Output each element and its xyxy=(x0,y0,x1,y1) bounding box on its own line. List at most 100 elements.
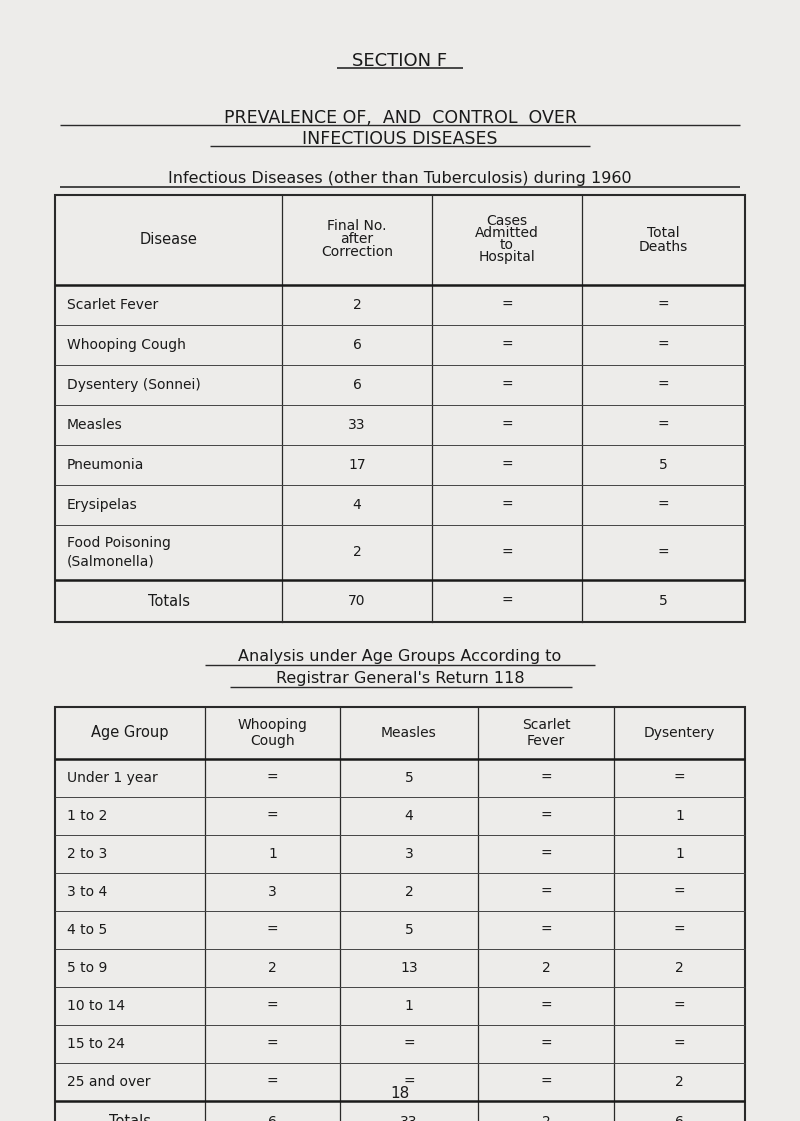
Text: Whooping Cough: Whooping Cough xyxy=(67,339,186,352)
Text: Hospital: Hospital xyxy=(478,250,535,265)
Text: =: = xyxy=(674,1037,686,1051)
Text: =: = xyxy=(266,809,278,823)
Text: Measles: Measles xyxy=(381,726,437,740)
Text: 33: 33 xyxy=(400,1115,418,1121)
Text: to: to xyxy=(500,238,514,252)
Text: 3 to 4: 3 to 4 xyxy=(67,884,107,899)
Text: 2: 2 xyxy=(542,1115,550,1121)
Text: =: = xyxy=(658,378,670,392)
Text: Cough: Cough xyxy=(250,734,295,748)
Text: 70: 70 xyxy=(348,594,366,608)
Text: Total: Total xyxy=(647,226,680,240)
Text: =: = xyxy=(540,923,552,937)
Text: =: = xyxy=(501,498,513,512)
Text: 18: 18 xyxy=(390,1085,410,1101)
Text: 2: 2 xyxy=(353,546,362,559)
Text: Correction: Correction xyxy=(321,245,393,259)
Text: SECTION F: SECTION F xyxy=(353,52,447,70)
Text: 4 to 5: 4 to 5 xyxy=(67,923,107,937)
Text: 25 and over: 25 and over xyxy=(67,1075,150,1088)
Text: =: = xyxy=(674,884,686,899)
Bar xyxy=(55,707,745,1121)
Text: 5: 5 xyxy=(659,458,668,472)
Text: 2: 2 xyxy=(353,298,362,312)
Text: =: = xyxy=(674,923,686,937)
Text: INFECTIOUS DISEASES: INFECTIOUS DISEASES xyxy=(302,130,498,148)
Text: 4: 4 xyxy=(353,498,362,512)
Text: 3: 3 xyxy=(268,884,277,899)
Text: Measles: Measles xyxy=(67,418,122,432)
Text: =: = xyxy=(540,771,552,785)
Text: =: = xyxy=(266,923,278,937)
Text: 6: 6 xyxy=(353,339,362,352)
Text: 6: 6 xyxy=(675,1115,684,1121)
Text: =: = xyxy=(403,1075,415,1088)
Text: =: = xyxy=(540,999,552,1013)
Text: Registrar General's Return 118: Registrar General's Return 118 xyxy=(276,671,524,686)
Text: Pneumonia: Pneumonia xyxy=(67,458,144,472)
Text: 15 to 24: 15 to 24 xyxy=(67,1037,125,1051)
Text: 6: 6 xyxy=(353,378,362,392)
Text: 1: 1 xyxy=(268,847,277,861)
Text: =: = xyxy=(658,498,670,512)
Text: =: = xyxy=(658,418,670,432)
Text: 2: 2 xyxy=(675,1075,684,1088)
Text: =: = xyxy=(501,594,513,608)
Text: =: = xyxy=(266,1075,278,1088)
Text: =: = xyxy=(540,809,552,823)
Text: 1: 1 xyxy=(675,847,684,861)
Text: 2: 2 xyxy=(542,961,550,975)
Text: 1 to 2: 1 to 2 xyxy=(67,809,107,823)
Text: Cases: Cases xyxy=(486,214,527,228)
Text: 4: 4 xyxy=(405,809,414,823)
Text: 17: 17 xyxy=(348,458,366,472)
Text: Totals: Totals xyxy=(147,593,190,609)
Text: 5: 5 xyxy=(405,923,414,937)
Text: 13: 13 xyxy=(400,961,418,975)
Text: =: = xyxy=(540,1037,552,1051)
Text: =: = xyxy=(540,1075,552,1088)
Text: Food Poisoning: Food Poisoning xyxy=(67,537,171,550)
Text: 2: 2 xyxy=(405,884,414,899)
Text: 5: 5 xyxy=(659,594,668,608)
Text: 1: 1 xyxy=(675,809,684,823)
Text: =: = xyxy=(501,298,513,312)
Text: =: = xyxy=(674,771,686,785)
Text: =: = xyxy=(501,378,513,392)
Text: Totals: Totals xyxy=(109,1114,151,1121)
Text: Scarlet Fever: Scarlet Fever xyxy=(67,298,158,312)
Text: Age Group: Age Group xyxy=(91,725,169,741)
Text: =: = xyxy=(658,339,670,352)
Text: 2: 2 xyxy=(675,961,684,975)
Text: =: = xyxy=(501,546,513,559)
Text: Dysentery: Dysentery xyxy=(644,726,715,740)
Text: =: = xyxy=(674,999,686,1013)
Text: =: = xyxy=(266,999,278,1013)
Text: 5 to 9: 5 to 9 xyxy=(67,961,107,975)
Text: Fever: Fever xyxy=(527,734,565,748)
Text: 2 to 3: 2 to 3 xyxy=(67,847,107,861)
Text: =: = xyxy=(266,1037,278,1051)
Text: Final No.: Final No. xyxy=(327,219,386,233)
Text: =: = xyxy=(658,298,670,312)
Text: Disease: Disease xyxy=(139,232,198,248)
Text: Under 1 year: Under 1 year xyxy=(67,771,158,785)
Text: Admitted: Admitted xyxy=(475,226,539,240)
Text: Erysipelas: Erysipelas xyxy=(67,498,138,512)
Text: Scarlet: Scarlet xyxy=(522,717,570,732)
Text: Infectious Diseases (other than Tuberculosis) during 1960: Infectious Diseases (other than Tubercul… xyxy=(168,172,632,186)
Bar xyxy=(55,195,745,622)
Text: after: after xyxy=(341,232,374,245)
Text: 33: 33 xyxy=(348,418,366,432)
Text: 10 to 14: 10 to 14 xyxy=(67,999,125,1013)
Text: Deaths: Deaths xyxy=(639,240,688,254)
Text: 2: 2 xyxy=(268,961,277,975)
Text: PREVALENCE OF,  AND  CONTROL  OVER: PREVALENCE OF, AND CONTROL OVER xyxy=(223,109,577,127)
Text: =: = xyxy=(540,884,552,899)
Text: 3: 3 xyxy=(405,847,414,861)
Text: =: = xyxy=(266,771,278,785)
Text: =: = xyxy=(501,418,513,432)
Text: =: = xyxy=(540,847,552,861)
Text: (Salmonella): (Salmonella) xyxy=(67,555,154,568)
Text: 1: 1 xyxy=(405,999,414,1013)
